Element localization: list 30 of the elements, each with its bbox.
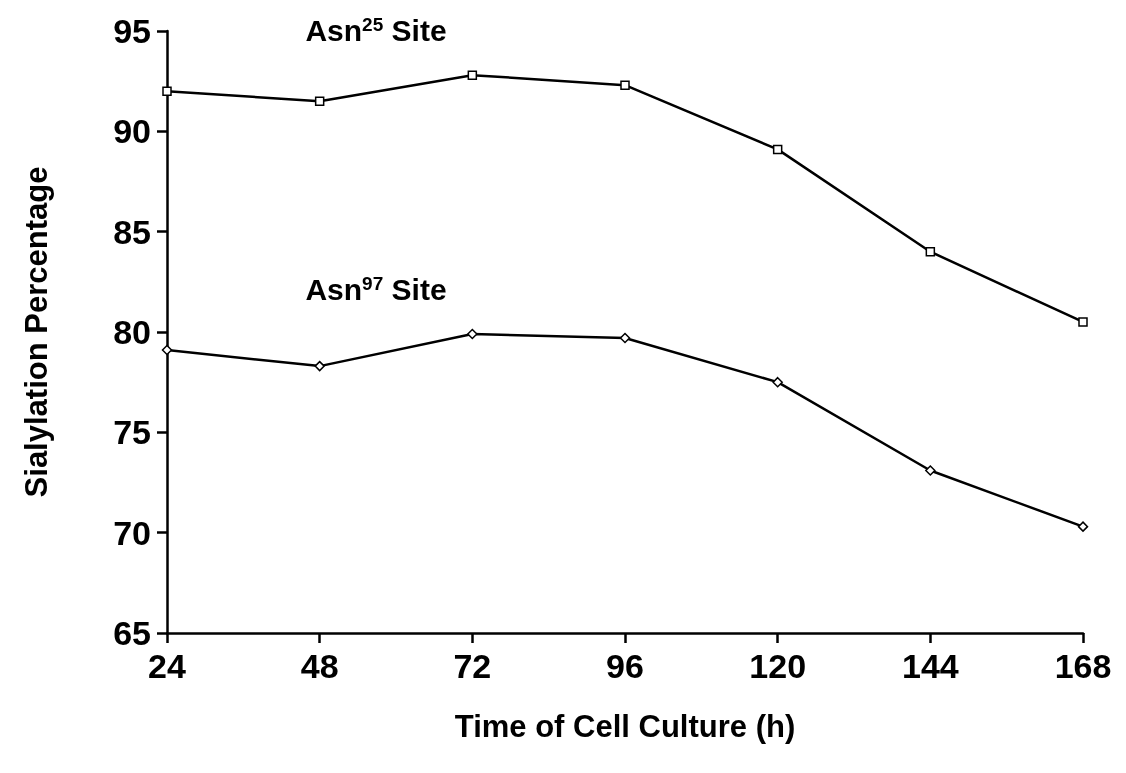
y-tick-label: 90 <box>113 112 151 151</box>
x-axis-title: Time of Cell Culture (h) <box>454 709 796 744</box>
x-tick-label: 48 <box>300 647 339 685</box>
point <box>772 376 783 388</box>
point <box>772 144 783 155</box>
point <box>1078 317 1088 327</box>
y-tick-label: 75 <box>113 413 151 452</box>
point <box>467 328 478 340</box>
y-axis-title: Sialylation Percentage <box>19 166 54 498</box>
x-tick-label: 24 <box>148 647 186 685</box>
x-tick-label: 120 <box>749 647 807 685</box>
y-tick-label: 70 <box>113 513 151 552</box>
point <box>925 246 936 257</box>
x-tick-label: 96 <box>606 647 644 685</box>
x-tick-label: 72 <box>453 647 492 685</box>
point <box>925 465 936 476</box>
y-tick-label: 85 <box>113 212 151 251</box>
y-tick-label: 95 <box>113 12 151 50</box>
point <box>620 80 630 90</box>
x-tick-label: 144 <box>901 647 959 685</box>
point <box>162 86 172 96</box>
x-tick-label: 168 <box>1054 647 1112 685</box>
y-tick-label: 65 <box>113 614 151 652</box>
point <box>467 70 478 80</box>
point <box>1077 521 1089 532</box>
point <box>619 332 631 344</box>
y-tick-label: 80 <box>113 313 151 351</box>
point <box>314 360 325 372</box>
point <box>314 96 325 106</box>
point <box>161 344 173 356</box>
